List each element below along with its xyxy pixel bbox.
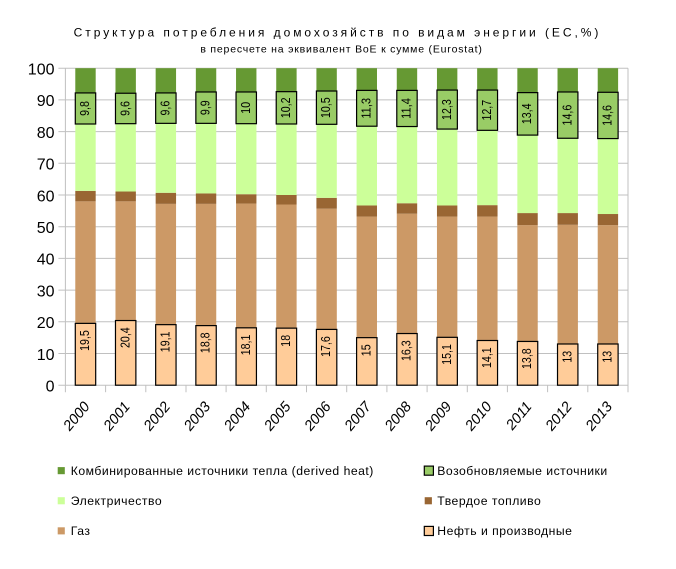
- svg-text:30: 30: [37, 283, 55, 300]
- svg-text:9,8: 9,8: [78, 101, 92, 116]
- svg-text:14,6: 14,6: [560, 105, 574, 126]
- svg-text:Твердое топливо: Твердое топливо: [437, 494, 541, 508]
- svg-text:Возобновляемые источники: Возобновляемые источники: [437, 464, 607, 478]
- svg-text:12,3: 12,3: [440, 99, 454, 120]
- svg-text:13,8: 13,8: [520, 348, 534, 369]
- svg-text:9,6: 9,6: [118, 101, 132, 116]
- svg-text:11,4: 11,4: [400, 98, 414, 119]
- svg-text:15: 15: [359, 344, 373, 356]
- svg-text:12,7: 12,7: [480, 100, 494, 121]
- svg-text:13: 13: [601, 351, 615, 363]
- svg-text:100: 100: [28, 62, 55, 79]
- svg-text:70: 70: [37, 157, 55, 174]
- svg-text:13: 13: [560, 351, 574, 363]
- svg-text:14,1: 14,1: [480, 347, 494, 368]
- svg-text:13,4: 13,4: [520, 103, 534, 124]
- svg-text:Нефть и производные: Нефть и производные: [437, 524, 572, 538]
- svg-text:80: 80: [37, 125, 55, 142]
- svg-text:10,2: 10,2: [279, 97, 293, 118]
- svg-text:в пересчете на эквивалент BoE: в пересчете на эквивалент BoE к сумме (E…: [200, 44, 482, 56]
- svg-text:20,4: 20,4: [118, 327, 132, 348]
- svg-text:40: 40: [37, 252, 55, 269]
- svg-text:10: 10: [239, 102, 253, 114]
- svg-text:18: 18: [279, 335, 293, 347]
- svg-text:Газ: Газ: [71, 524, 91, 538]
- svg-text:16,3: 16,3: [400, 340, 414, 361]
- svg-text:20: 20: [37, 315, 55, 332]
- svg-text:Структура потребления домохозя: Структура потребления домохозяйств по ви…: [74, 25, 602, 39]
- svg-text:10: 10: [37, 347, 55, 364]
- svg-text:Электричество: Электричество: [71, 494, 162, 508]
- svg-text:90: 90: [37, 93, 55, 110]
- svg-text:60: 60: [37, 188, 55, 205]
- svg-text:0: 0: [46, 379, 55, 396]
- svg-text:15,1: 15,1: [440, 344, 454, 365]
- svg-text:10,5: 10,5: [319, 97, 333, 118]
- svg-text:18,8: 18,8: [199, 332, 213, 353]
- svg-text:9,6: 9,6: [159, 101, 173, 116]
- svg-text:19,1: 19,1: [159, 331, 173, 352]
- svg-text:18,1: 18,1: [239, 335, 253, 356]
- svg-text:19,5: 19,5: [78, 330, 92, 351]
- svg-text:9,9: 9,9: [199, 100, 213, 115]
- svg-text:Комбинированные источники тепл: Комбинированные источники тепла (derived…: [71, 464, 374, 478]
- svg-text:50: 50: [37, 220, 55, 237]
- svg-text:11,3: 11,3: [359, 98, 373, 119]
- svg-text:14,6: 14,6: [601, 105, 615, 126]
- svg-text:17,6: 17,6: [319, 336, 333, 357]
